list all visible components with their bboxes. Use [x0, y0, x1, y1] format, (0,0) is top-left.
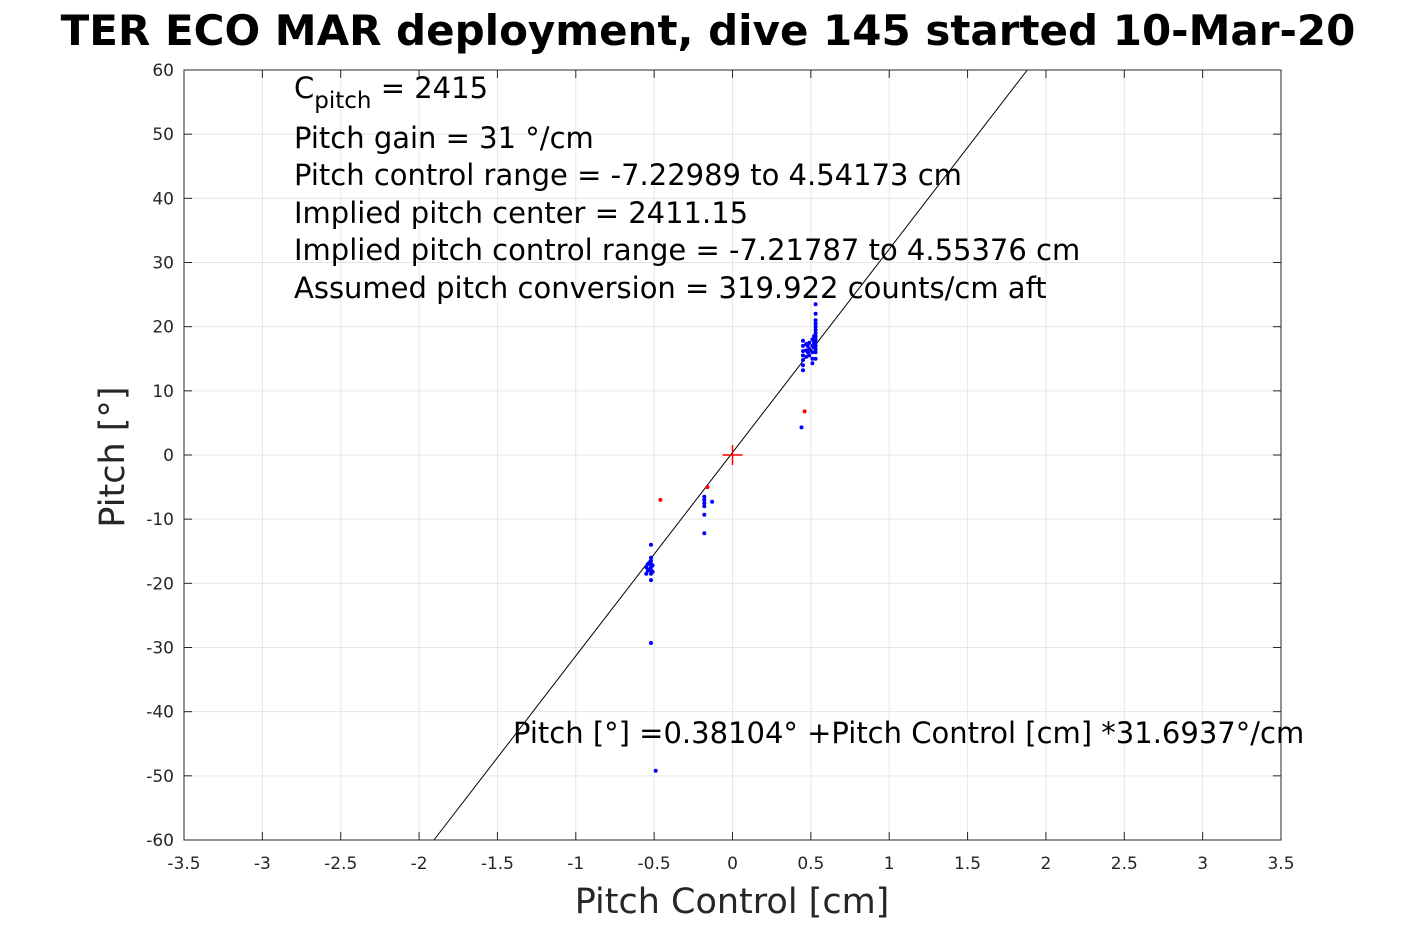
axis-ticks: -3.5 -3 -2.5 -2 -1.5 -1 -0.5 0 0.5 1 1.5 2 2.5 3 3.5 -6… [146, 61, 1294, 874]
x-tick-label: -2 [411, 854, 428, 874]
data-point [813, 321, 818, 326]
data-point [645, 568, 650, 573]
data-point [649, 578, 653, 583]
data-point [802, 409, 807, 414]
data-point [644, 571, 649, 576]
annotation-implied-pitch-center: Implied pitch center = 2411.15 [294, 196, 748, 230]
annotation-pitch-control-range: Pitch control range = -7.22989 to 4.5417… [294, 158, 962, 192]
data-point [658, 497, 663, 502]
y-tick-label: 0 [163, 446, 174, 466]
data-point [702, 494, 707, 499]
y-tick-label: 20 [152, 318, 174, 338]
x-axis-label: Pitch Control [cm] [575, 882, 890, 922]
data-point [702, 501, 707, 506]
annotation-block: Cpitch = 2415 Pitch gain = 31 °/cm Pitch… [294, 71, 1080, 305]
data-point [813, 302, 818, 307]
data-point [644, 565, 649, 570]
data-points [644, 302, 818, 773]
data-point [801, 343, 805, 348]
y-tick-label: 40 [152, 189, 174, 209]
data-point [799, 425, 804, 430]
data-point [801, 338, 805, 343]
data-point [804, 342, 809, 346]
y-tick-label: -20 [146, 574, 174, 594]
data-point [804, 354, 809, 359]
x-tick-label: 2 [1041, 854, 1052, 874]
annotation-c-pitch: Cpitch = 2415 [294, 71, 488, 114]
data-point [649, 641, 653, 645]
data-point [810, 343, 815, 348]
y-tick-label: -10 [146, 510, 174, 530]
data-point [807, 340, 812, 345]
data-point [813, 318, 818, 323]
data-point [801, 353, 805, 358]
data-point [801, 358, 805, 362]
x-tick-label: 2.5 [1111, 854, 1138, 874]
data-point [813, 331, 818, 336]
annotation-implied-pitch-control-range: Implied pitch control range = -7.21787 t… [294, 233, 1080, 267]
x-tick-label: 3.5 [1267, 854, 1294, 874]
data-point [813, 327, 818, 332]
x-tick-label: 0 [727, 854, 738, 874]
data-point [702, 531, 707, 536]
data-point [702, 504, 707, 509]
y-tick-label: -30 [146, 639, 174, 659]
c-pitch-subscript: pitch [314, 88, 371, 114]
data-point [813, 356, 818, 361]
data-point [810, 356, 815, 361]
data-point [801, 349, 805, 354]
y-tick-label: 30 [152, 254, 174, 274]
annotation-pitch-gain: Pitch gain = 31 °/cm [294, 121, 594, 155]
data-point [705, 485, 710, 490]
annotation-assumed-pitch-conversion: Assumed pitch conversion = 319.922 count… [294, 271, 1047, 305]
fit-equation-label: Pitch [°] =0.38104° +Pitch Control [cm] … [513, 716, 1304, 750]
x-tick-label: -3.5 [167, 854, 200, 874]
data-point [813, 337, 818, 342]
y-tick-label: -50 [146, 767, 174, 787]
data-point [649, 542, 653, 547]
data-point [812, 334, 816, 339]
data-point [807, 347, 812, 352]
data-point [702, 512, 707, 517]
data-point [650, 569, 655, 574]
data-point [653, 768, 658, 773]
x-tick-label: -1 [567, 854, 584, 874]
x-tick-label: -2.5 [324, 854, 357, 874]
c-pitch-value: = 2415 [371, 71, 488, 105]
x-tick-label: 1 [884, 854, 895, 874]
y-tick-label: 50 [152, 125, 174, 145]
y-tick-label: -40 [146, 703, 174, 723]
data-point [807, 353, 812, 358]
data-point [812, 340, 816, 345]
data-point [810, 361, 815, 366]
data-point [650, 563, 655, 568]
data-point [702, 497, 707, 502]
x-tick-label: 3 [1197, 854, 1208, 874]
data-point [804, 348, 809, 353]
data-point [801, 363, 805, 368]
y-tick-label: -60 [146, 831, 174, 851]
y-tick-label: 60 [152, 61, 174, 81]
y-axis-label: Pitch [°] [93, 386, 133, 527]
x-tick-label: -1.5 [481, 854, 514, 874]
data-point [710, 499, 715, 504]
x-tick-label: -0.5 [638, 854, 671, 874]
x-tick-label: 0.5 [797, 854, 824, 874]
center-marker [722, 445, 743, 465]
y-tick-label: 10 [152, 382, 174, 402]
data-point [801, 368, 805, 373]
data-point [813, 311, 818, 316]
data-point [649, 555, 653, 560]
data-point [810, 350, 815, 355]
data-point [813, 324, 818, 329]
data-point [813, 350, 818, 355]
c-pitch-main: C [294, 71, 314, 105]
x-tick-label: 1.5 [954, 854, 981, 874]
x-tick-label: -3 [254, 854, 271, 874]
data-point [810, 337, 815, 342]
chart-title: TER ECO MAR deployment, dive 145 started… [61, 6, 1356, 55]
data-point [645, 562, 650, 567]
